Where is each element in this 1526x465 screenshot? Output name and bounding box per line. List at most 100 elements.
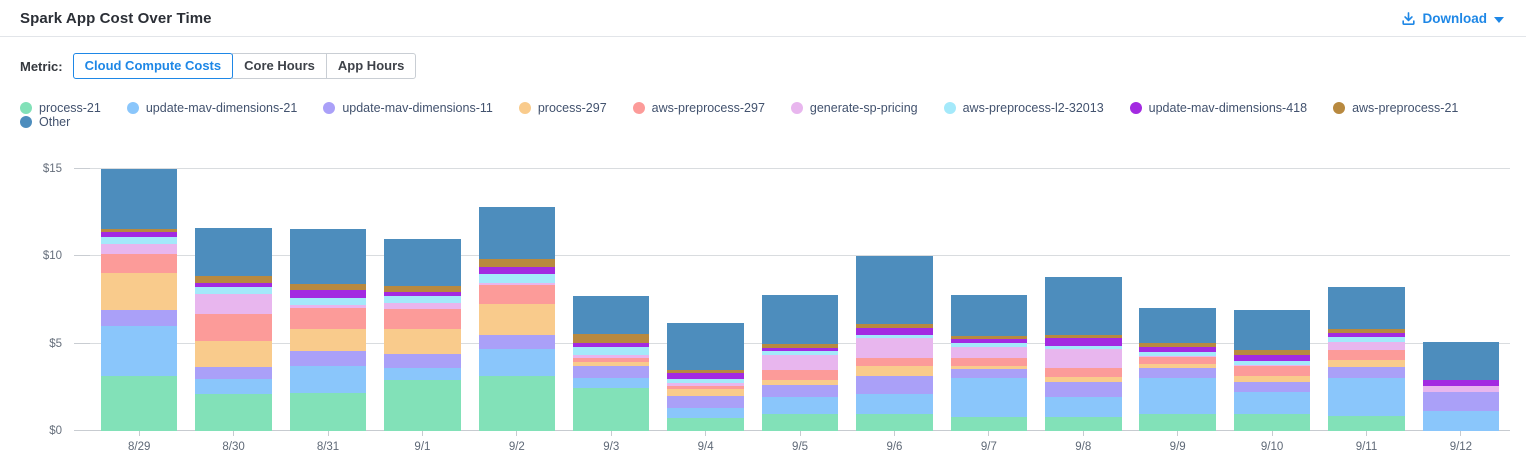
legend-item-aws-preprocess-297[interactable]: aws-preprocess-297 bbox=[632, 101, 765, 115]
bar-segment-aws-preprocess-l2-32013[interactable] bbox=[478, 274, 556, 284]
bar-segment-aws-preprocess-297[interactable] bbox=[667, 386, 744, 390]
bar-segment-process-297[interactable] bbox=[856, 366, 933, 377]
bar-segment-aws-preprocess-297[interactable] bbox=[1233, 366, 1311, 377]
legend-item-generate-sp-pricing[interactable]: generate-sp-pricing bbox=[790, 101, 918, 115]
bar-segment-aws-preprocess-297[interactable] bbox=[1328, 350, 1405, 361]
bar-stack-9-12[interactable] bbox=[1422, 341, 1500, 431]
bar-segment-update-mav-dimensions-21[interactable] bbox=[667, 407, 744, 418]
metric-option-cloud-compute-costs[interactable]: Cloud Compute Costs bbox=[72, 53, 234, 79]
bar-segment-aws-preprocess-21[interactable] bbox=[289, 283, 367, 291]
bar-segment-process-297[interactable] bbox=[761, 380, 839, 385]
bar-segment-other[interactable] bbox=[384, 239, 461, 286]
bar-segment-process-297[interactable] bbox=[1045, 376, 1122, 382]
bar-segment-aws-preprocess-l2-32013[interactable] bbox=[761, 351, 839, 356]
bar-segment-update-mav-dimensions-21[interactable] bbox=[856, 393, 933, 414]
bar-segment-aws-preprocess-21[interactable] bbox=[195, 276, 272, 283]
bar-stack-9-3[interactable] bbox=[573, 296, 650, 431]
bar-segment-generate-sp-pricing[interactable] bbox=[195, 294, 272, 314]
bar-segment-aws-preprocess-l2-32013[interactable] bbox=[856, 334, 933, 339]
bar-segment-other[interactable] bbox=[1045, 277, 1122, 335]
bar-stack-9-11[interactable] bbox=[1328, 287, 1405, 431]
bar-segment-aws-preprocess-21[interactable] bbox=[1139, 342, 1216, 348]
bar-segment-update-mav-dimensions-21[interactable] bbox=[1139, 378, 1216, 414]
bar-segment-update-mav-dimensions-418[interactable] bbox=[1139, 347, 1216, 352]
bar-segment-aws-preprocess-297[interactable] bbox=[478, 285, 556, 305]
bar-segment-process-21[interactable] bbox=[761, 413, 839, 431]
bar-segment-update-mav-dimensions-11[interactable] bbox=[761, 385, 839, 398]
bar-segment-process-21[interactable] bbox=[856, 413, 933, 431]
bar-segment-generate-sp-pricing[interactable] bbox=[950, 347, 1028, 359]
bar-segment-update-mav-dimensions-21[interactable] bbox=[289, 366, 367, 394]
legend-item-process-297[interactable]: process-297 bbox=[518, 101, 607, 115]
bar-segment-update-mav-dimensions-21[interactable] bbox=[573, 378, 650, 389]
bar-stack-9-10[interactable] bbox=[1233, 310, 1311, 431]
bar-segment-process-297[interactable] bbox=[100, 272, 178, 311]
legend-item-update-mav-dimensions-11[interactable]: update-mav-dimensions-11 bbox=[323, 101, 493, 115]
bar-segment-aws-preprocess-297[interactable] bbox=[384, 309, 461, 330]
bar-segment-update-mav-dimensions-21[interactable] bbox=[761, 397, 839, 414]
bar-segment-update-mav-dimensions-11[interactable] bbox=[384, 353, 461, 368]
bar-segment-update-mav-dimensions-21[interactable] bbox=[950, 378, 1028, 417]
bar-segment-generate-sp-pricing[interactable] bbox=[384, 302, 461, 310]
bar-segment-update-mav-dimensions-418[interactable] bbox=[667, 372, 744, 380]
bar-segment-aws-preprocess-l2-32013[interactable] bbox=[195, 287, 272, 295]
bar-segment-process-21[interactable] bbox=[950, 417, 1028, 431]
bar-segment-other[interactable] bbox=[667, 323, 744, 371]
bar-segment-other[interactable] bbox=[478, 207, 556, 260]
bar-segment-update-mav-dimensions-11[interactable] bbox=[1139, 368, 1216, 379]
bar-segment-other[interactable] bbox=[761, 295, 839, 344]
metric-option-app-hours[interactable]: App Hours bbox=[325, 53, 417, 79]
bar-segment-process-21[interactable] bbox=[195, 393, 272, 431]
bar-segment-process-297[interactable] bbox=[384, 329, 461, 354]
legend-item-aws-preprocess-l2-32013[interactable]: aws-preprocess-l2-32013 bbox=[943, 101, 1104, 115]
bar-segment-generate-sp-pricing[interactable] bbox=[573, 355, 650, 359]
bar-segment-aws-preprocess-21[interactable] bbox=[1233, 350, 1311, 356]
bar-segment-update-mav-dimensions-21[interactable] bbox=[1233, 391, 1311, 414]
bar-segment-generate-sp-pricing[interactable] bbox=[478, 283, 556, 286]
bar-segment-aws-preprocess-21[interactable] bbox=[100, 228, 178, 233]
bar-stack-9-4[interactable] bbox=[667, 323, 744, 431]
bar-segment-other[interactable] bbox=[1422, 341, 1500, 381]
bar-segment-update-mav-dimensions-11[interactable] bbox=[667, 396, 744, 408]
bar-segment-update-mav-dimensions-418[interactable] bbox=[1422, 380, 1500, 387]
bar-segment-aws-preprocess-297[interactable] bbox=[1139, 357, 1216, 364]
bar-segment-update-mav-dimensions-21[interactable] bbox=[1328, 378, 1405, 416]
bar-segment-process-21[interactable] bbox=[100, 376, 178, 431]
legend-item-aws-preprocess-21[interactable]: aws-preprocess-21 bbox=[1333, 101, 1458, 115]
bar-segment-aws-preprocess-21[interactable] bbox=[1328, 329, 1405, 333]
bar-segment-aws-preprocess-21[interactable] bbox=[856, 324, 933, 329]
bar-segment-update-mav-dimensions-418[interactable] bbox=[384, 291, 461, 297]
bar-segment-other[interactable] bbox=[950, 295, 1028, 337]
bar-segment-aws-preprocess-297[interactable] bbox=[1045, 367, 1122, 377]
bar-segment-aws-preprocess-l2-32013[interactable] bbox=[1328, 337, 1405, 342]
bar-segment-generate-sp-pricing[interactable] bbox=[1139, 356, 1216, 358]
legend-item-update-mav-dimensions-21[interactable]: update-mav-dimensions-21 bbox=[126, 101, 297, 115]
bar-segment-process-297[interactable] bbox=[478, 304, 556, 335]
bar-segment-update-mav-dimensions-418[interactable] bbox=[1045, 338, 1122, 346]
bar-segment-update-mav-dimensions-21[interactable] bbox=[384, 367, 461, 381]
bar-segment-aws-preprocess-297[interactable] bbox=[195, 313, 272, 342]
bar-segment-update-mav-dimensions-21[interactable] bbox=[1422, 411, 1500, 431]
bar-segment-process-21[interactable] bbox=[384, 380, 461, 431]
bar-segment-update-mav-dimensions-21[interactable] bbox=[100, 326, 178, 377]
bar-segment-aws-preprocess-21[interactable] bbox=[667, 370, 744, 373]
bar-segment-aws-preprocess-297[interactable] bbox=[100, 254, 178, 273]
bar-segment-other[interactable] bbox=[289, 228, 367, 284]
bar-segment-generate-sp-pricing[interactable] bbox=[100, 243, 178, 255]
bar-segment-aws-preprocess-21[interactable] bbox=[761, 343, 839, 348]
bar-segment-generate-sp-pricing[interactable] bbox=[1045, 349, 1122, 368]
bar-segment-other[interactable] bbox=[195, 228, 272, 277]
bar-stack-8-31[interactable] bbox=[289, 228, 367, 431]
bar-segment-update-mav-dimensions-21[interactable] bbox=[478, 349, 556, 377]
bar-segment-update-mav-dimensions-418[interactable] bbox=[761, 347, 839, 352]
bar-segment-aws-preprocess-21[interactable] bbox=[573, 333, 650, 343]
legend-item-other[interactable]: Other bbox=[20, 115, 70, 129]
bar-segment-aws-preprocess-l2-32013[interactable] bbox=[1139, 351, 1216, 357]
bar-segment-aws-preprocess-l2-32013[interactable] bbox=[384, 296, 461, 303]
bar-segment-aws-preprocess-l2-32013[interactable] bbox=[289, 297, 367, 306]
bar-stack-9-2[interactable] bbox=[478, 207, 556, 431]
bar-segment-process-297[interactable] bbox=[1328, 360, 1405, 367]
bar-segment-aws-preprocess-297[interactable] bbox=[856, 358, 933, 367]
bar-segment-generate-sp-pricing[interactable] bbox=[667, 382, 744, 387]
bar-segment-generate-sp-pricing[interactable] bbox=[1422, 386, 1500, 392]
